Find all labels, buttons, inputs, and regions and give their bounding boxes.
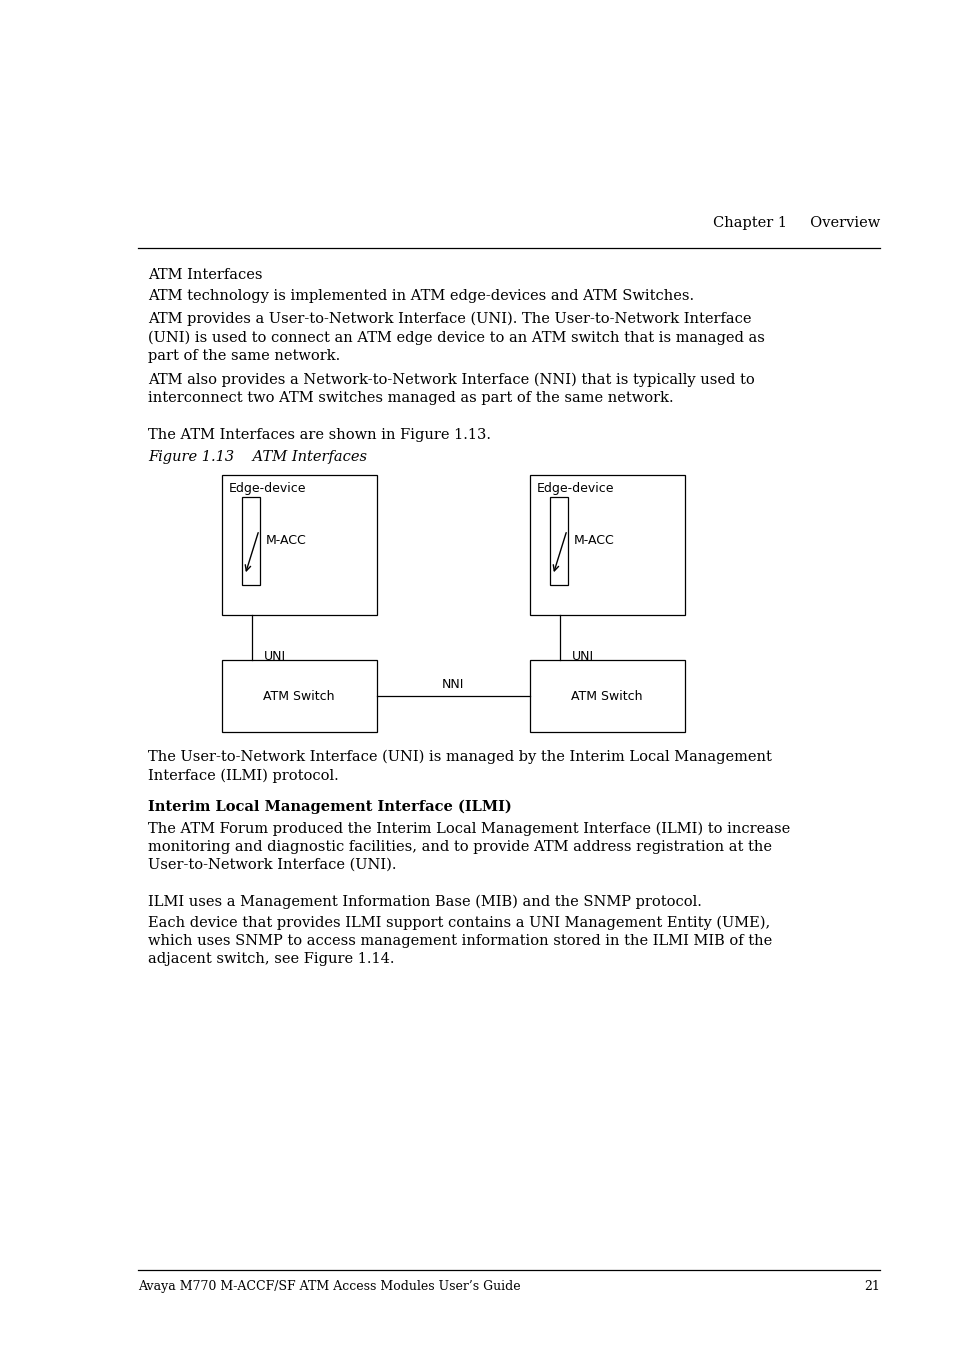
Text: Interim Local Management Interface (ILMI): Interim Local Management Interface (ILMI… [148, 800, 511, 815]
Text: ATM Interfaces: ATM Interfaces [148, 267, 262, 282]
Text: 21: 21 [863, 1279, 879, 1293]
Bar [242, 497, 260, 585]
Text: ATM technology is implemented in ATM edge-devices and ATM Switches.: ATM technology is implemented in ATM edg… [148, 289, 694, 303]
Text: Avaya M770 M-ACCF/SF ATM Access Modules User’s Guide: Avaya M770 M-ACCF/SF ATM Access Modules … [138, 1279, 520, 1293]
Text: ATM Switch: ATM Switch [263, 689, 335, 703]
Bar [222, 661, 376, 732]
Text: ATM Switch: ATM Switch [571, 689, 642, 703]
Text: The ATM Interfaces are shown in Figure 1.13.: The ATM Interfaces are shown in Figure 1… [148, 428, 491, 442]
Bar [530, 661, 684, 732]
Text: The User-to-Network Interface (UNI) is managed by the Interim Local Management
I: The User-to-Network Interface (UNI) is m… [148, 750, 771, 782]
Text: The ATM Forum produced the Interim Local Management Interface (ILMI) to increase: The ATM Forum produced the Interim Local… [148, 821, 789, 873]
Bar [550, 497, 567, 585]
Bar [530, 476, 684, 615]
Text: Edge-device: Edge-device [537, 482, 614, 494]
Text: Each device that provides ILMI support contains a UNI Management Entity (UME),
w: Each device that provides ILMI support c… [148, 916, 771, 966]
Text: M-ACC: M-ACC [574, 535, 614, 547]
Text: Edge-device: Edge-device [229, 482, 306, 494]
Text: M-ACC: M-ACC [266, 535, 307, 547]
Text: UNI: UNI [264, 650, 286, 663]
Text: ATM also provides a Network-to-Network Interface (NNI) that is typically used to: ATM also provides a Network-to-Network I… [148, 373, 754, 405]
Text: ILMI uses a Management Information Base (MIB) and the SNMP protocol.: ILMI uses a Management Information Base … [148, 894, 701, 909]
Text: ATM provides a User-to-Network Interface (UNI). The User-to-Network Interface
(U: ATM provides a User-to-Network Interface… [148, 312, 764, 362]
Text: UNI: UNI [572, 650, 594, 663]
Bar [222, 476, 376, 615]
Text: NNI: NNI [441, 678, 464, 690]
Text: Figure 1.13    ATM Interfaces: Figure 1.13 ATM Interfaces [148, 450, 367, 463]
Text: Chapter 1     Overview: Chapter 1 Overview [712, 216, 879, 230]
